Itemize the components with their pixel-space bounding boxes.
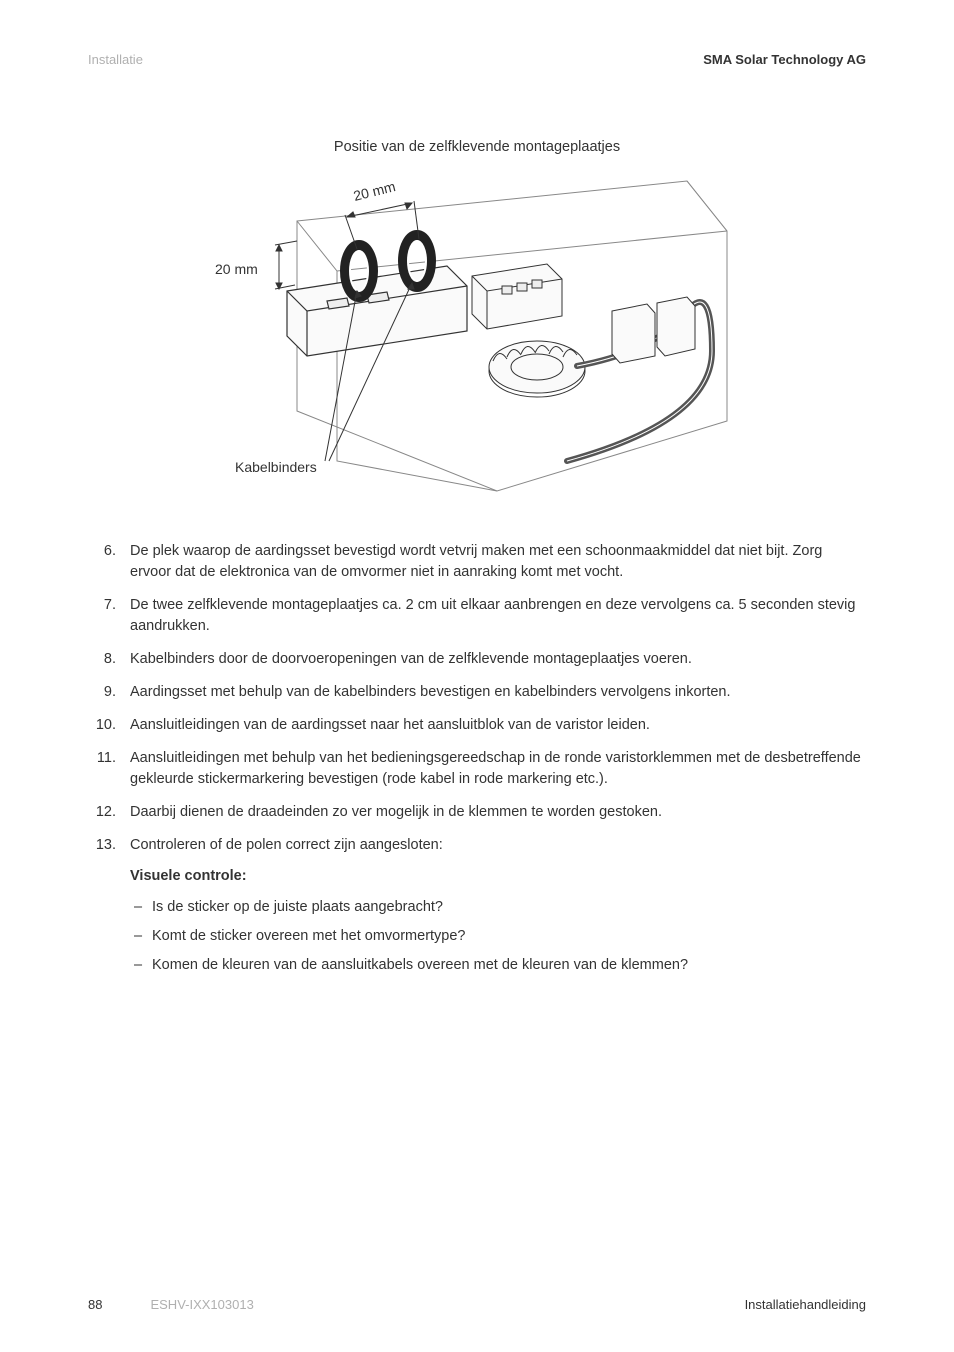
- document-type: Installatiehandleiding: [745, 1297, 866, 1312]
- check-text: Komen de kleuren van de aansluitkabels o…: [152, 955, 866, 976]
- instruction-list: 6. De plek waarop de aardingsset bevesti…: [88, 541, 866, 984]
- step-text: Aardingsset met behulp van de kabelbinde…: [130, 682, 866, 703]
- dash-icon: –: [130, 926, 152, 947]
- check-text: Is de sticker op de juiste plaats aangeb…: [152, 897, 866, 918]
- step-text: Daarbij dienen de draadeinden zo ver mog…: [130, 802, 866, 823]
- step-8: 8. Kabelbinders door de doorvoeropeninge…: [88, 649, 866, 670]
- step-10: 10. Aansluitleidingen van de aardingsset…: [88, 715, 866, 736]
- page-header: Installatie SMA Solar Technology AG: [88, 52, 866, 67]
- dash-icon: –: [130, 897, 152, 918]
- dash-icon: –: [130, 955, 152, 976]
- step-text: De plek waarop de aardingsset bevestigd …: [130, 541, 866, 583]
- step-number: 12.: [88, 802, 130, 823]
- step-text: De twee zelfklevende montageplaatjes ca.…: [130, 595, 866, 637]
- kabelbinders-label: Kabelbinders: [235, 459, 317, 475]
- step-text: Aansluitleidingen van de aardingsset naa…: [130, 715, 866, 736]
- step-number: 8.: [88, 649, 130, 670]
- step-13: 13. Controleren of de polen correct zijn…: [88, 835, 866, 984]
- step-text: Aansluitleidingen met behulp van het bed…: [130, 748, 866, 790]
- document-code: ESHV-IXX103013: [150, 1297, 253, 1312]
- check-item: – Komt de sticker overeen met het omvorm…: [130, 926, 866, 947]
- step-text: Controleren of de polen correct zijn aan…: [130, 835, 866, 984]
- step-12: 12. Daarbij dienen de draadeinden zo ver…: [88, 802, 866, 823]
- step-6: 6. De plek waarop de aardingsset bevesti…: [88, 541, 866, 583]
- step-13-text: Controleren of de polen correct zijn aan…: [130, 837, 443, 853]
- step-9: 9. Aardingsset met behulp van de kabelbi…: [88, 682, 866, 703]
- diagram-svg: [217, 161, 737, 501]
- step-number: 11.: [88, 748, 130, 790]
- step-7: 7. De twee zelfklevende montageplaatjes …: [88, 595, 866, 637]
- step-number: 6.: [88, 541, 130, 583]
- step-number: 7.: [88, 595, 130, 637]
- step-number: 13.: [88, 835, 130, 984]
- footer-left: 88 ESHV-IXX103013: [88, 1297, 254, 1312]
- header-company-name: SMA Solar Technology AG: [703, 52, 866, 67]
- step-number: 9.: [88, 682, 130, 703]
- figure-title: Positie van de zelfklevende montageplaat…: [217, 139, 737, 155]
- visual-check-heading: Visuele controle:: [130, 866, 866, 887]
- page-number: 88: [88, 1297, 102, 1312]
- step-number: 10.: [88, 715, 130, 736]
- check-text: Komt de sticker overeen met het omvormer…: [152, 926, 866, 947]
- step-11: 11. Aansluitleidingen met behulp van het…: [88, 748, 866, 790]
- visual-check-list: – Is de sticker op de juiste plaats aang…: [130, 897, 866, 976]
- check-item: – Komen de kleuren van de aansluitkabels…: [130, 955, 866, 976]
- page-footer: 88 ESHV-IXX103013 Installatiehandleiding: [88, 1297, 866, 1312]
- dimension-label-left: 20 mm: [215, 261, 258, 277]
- installation-figure: Positie van de zelfklevende montageplaat…: [217, 139, 737, 501]
- step-text: Kabelbinders door de doorvoeropeningen v…: [130, 649, 866, 670]
- check-item: – Is de sticker op de juiste plaats aang…: [130, 897, 866, 918]
- installation-diagram: 20 mm 20 mm Kabelbinders: [217, 161, 737, 501]
- header-section-name: Installatie: [88, 52, 143, 67]
